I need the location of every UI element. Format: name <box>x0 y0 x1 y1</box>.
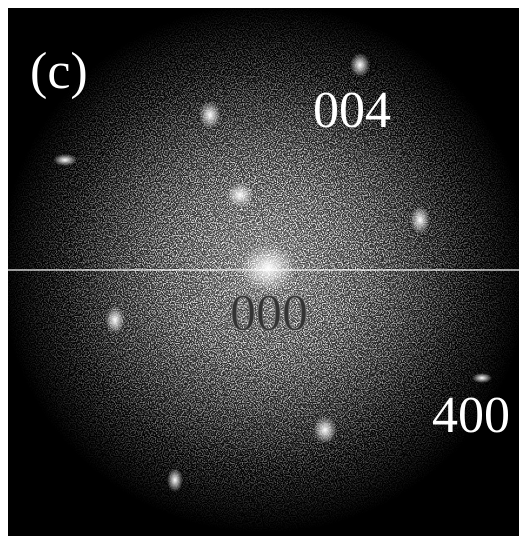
spot <box>410 206 430 234</box>
spot <box>167 468 183 492</box>
spot-label: 004 <box>313 82 391 139</box>
spot <box>350 53 370 77</box>
spot <box>105 306 125 334</box>
page: {"image": {"panel_label": "(c)", "spots"… <box>0 0 519 536</box>
spot <box>226 183 254 207</box>
spot-label: 000 <box>230 285 308 342</box>
panel-label: (c) <box>30 43 88 100</box>
spot <box>53 154 77 166</box>
spot-label: 400 <box>432 387 510 444</box>
spot <box>313 416 337 444</box>
spot <box>472 373 492 383</box>
spot <box>199 101 221 129</box>
diffraction-image: (c) 004 000 400 <box>0 0 519 536</box>
